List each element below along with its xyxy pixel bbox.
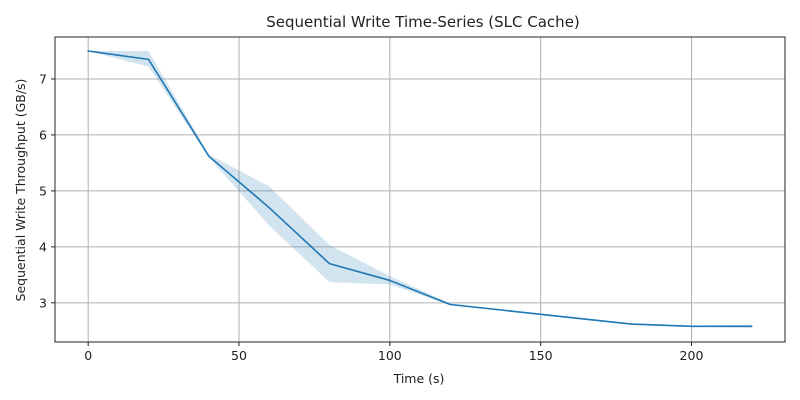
x-tick-label: 0: [84, 348, 92, 363]
x-tick-label: 50: [231, 348, 247, 363]
y-tick-label: 6: [39, 127, 47, 142]
x-tick-label: 200: [680, 348, 704, 363]
confidence-band: [88, 50, 752, 328]
series-line: [87, 50, 753, 328]
confidence-band-group: [88, 50, 752, 328]
y-axis-label: Sequential Write Throughput (GB/s): [13, 79, 28, 302]
y-tick-label: 3: [39, 295, 47, 310]
chart-title: Sequential Write Time-Series (SLC Cache): [266, 13, 580, 31]
y-tick-label: 5: [39, 183, 47, 198]
y-axis-ticks: 3 4 5 6 7: [39, 71, 55, 310]
series-line-group: [87, 50, 753, 328]
grid-lines: [55, 37, 785, 342]
y-tick-label: 7: [39, 71, 47, 86]
x-axis-ticks: 0 50 100 150 200: [84, 342, 703, 363]
x-axis-label: Time (s): [393, 371, 445, 386]
x-tick-label: 150: [529, 348, 553, 363]
plot-frame: [54, 36, 786, 343]
x-tick-label: 100: [378, 348, 402, 363]
y-tick-label: 4: [39, 239, 47, 254]
